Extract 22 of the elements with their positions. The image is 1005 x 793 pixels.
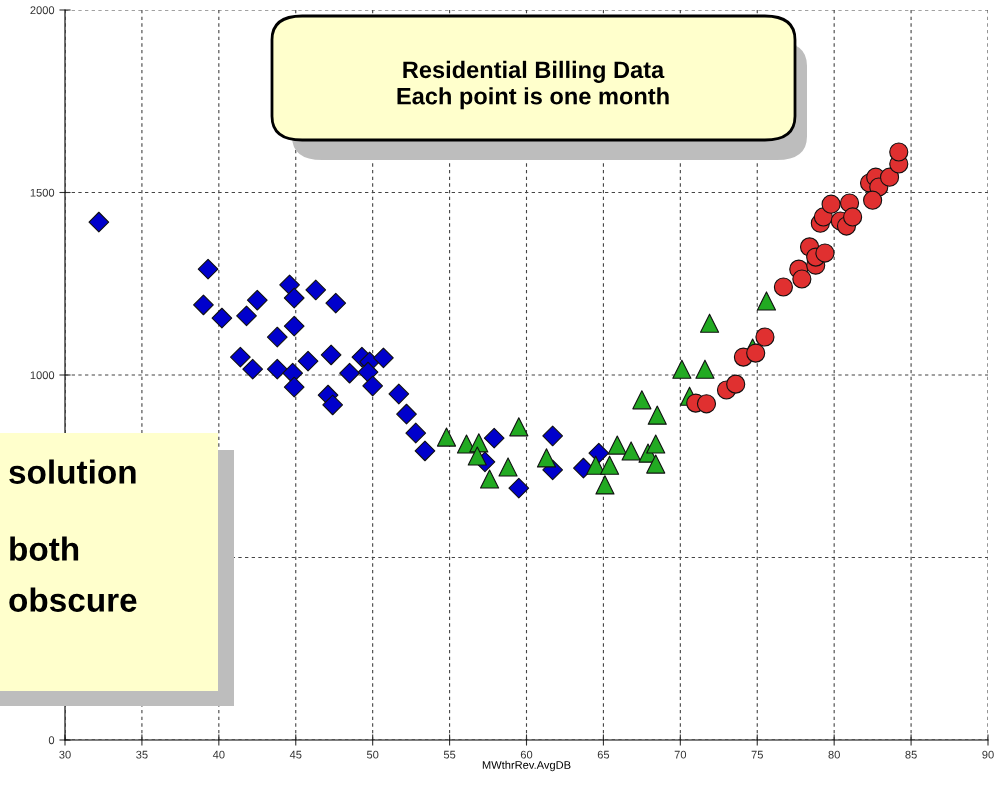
x-tick-label: 70 [674,750,687,759]
x-tick-label: 50 [366,750,379,759]
y-tick-label: 1000 [30,371,55,380]
annotation: obscure [9,587,137,612]
x-tick-label: 30 [59,750,71,759]
y-tick-label: 1500 [30,188,55,197]
y-tick-label: 2000 [30,6,55,15]
annotation: both [10,536,79,561]
x-axis-title: MWthrRev.AvgDB [482,760,571,772]
x-tick-label: 45 [289,750,302,759]
x-tick-label: 75 [751,750,763,759]
x-tick-label: 85 [905,750,917,759]
annotation: solution [9,459,136,484]
x-tick-label: 55 [443,750,456,759]
x-tick-label: 35 [136,750,148,759]
x-tick-label: 80 [828,750,840,759]
annotation: Residential Billing Data Each point is one month [397,60,669,110]
x-tick-label: 65 [597,750,610,759]
x-tick-label: 60 [520,750,533,759]
x-tick-label: 90 [982,750,994,759]
y-tick-label: 0 [48,736,55,745]
x-tick-label: 40 [212,750,225,759]
